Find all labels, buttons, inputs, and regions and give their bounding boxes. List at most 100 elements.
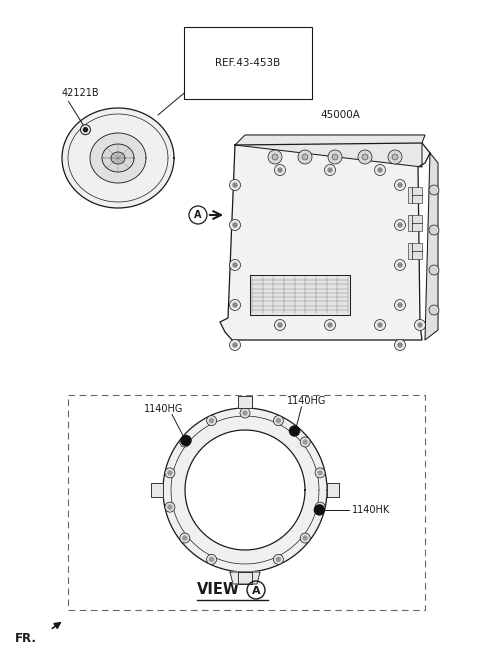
Text: A: A: [194, 211, 202, 220]
Polygon shape: [163, 408, 327, 572]
Circle shape: [395, 260, 406, 270]
Circle shape: [302, 154, 308, 160]
Circle shape: [332, 154, 338, 160]
Circle shape: [388, 150, 402, 164]
Text: 45000A: 45000A: [320, 110, 360, 120]
Text: 1140HK: 1140HK: [352, 505, 391, 515]
Bar: [408, 215, 422, 231]
Circle shape: [300, 533, 310, 543]
Circle shape: [165, 468, 175, 478]
Circle shape: [233, 183, 237, 187]
Circle shape: [168, 471, 172, 475]
Circle shape: [328, 150, 342, 164]
Circle shape: [278, 168, 282, 172]
Text: VIEW: VIEW: [197, 583, 240, 598]
Circle shape: [374, 165, 385, 176]
Circle shape: [358, 150, 372, 164]
Text: 42121B: 42121B: [62, 88, 100, 98]
Circle shape: [418, 323, 422, 327]
Circle shape: [362, 154, 368, 160]
Polygon shape: [238, 396, 252, 408]
Circle shape: [398, 223, 402, 227]
Circle shape: [398, 183, 402, 187]
Circle shape: [378, 168, 382, 172]
Circle shape: [398, 343, 402, 347]
Circle shape: [314, 505, 324, 515]
Polygon shape: [62, 108, 174, 208]
Circle shape: [298, 150, 312, 164]
Circle shape: [318, 505, 322, 509]
Circle shape: [168, 505, 172, 509]
Polygon shape: [90, 133, 146, 183]
Circle shape: [240, 408, 250, 418]
Polygon shape: [425, 153, 438, 340]
Circle shape: [318, 471, 322, 475]
Circle shape: [233, 263, 237, 267]
Circle shape: [243, 411, 247, 415]
Circle shape: [180, 533, 190, 543]
Text: 1140HG: 1140HG: [144, 403, 184, 413]
Circle shape: [395, 300, 406, 310]
Circle shape: [303, 440, 307, 444]
Circle shape: [324, 165, 336, 176]
Circle shape: [324, 319, 336, 331]
Circle shape: [398, 263, 402, 267]
Circle shape: [415, 319, 425, 331]
Circle shape: [274, 554, 283, 564]
Circle shape: [275, 165, 286, 176]
Polygon shape: [250, 275, 350, 315]
Circle shape: [395, 180, 406, 190]
Polygon shape: [235, 135, 425, 167]
Polygon shape: [238, 572, 252, 584]
Text: FR.: FR.: [15, 632, 37, 644]
Circle shape: [429, 225, 439, 235]
Circle shape: [300, 437, 310, 447]
Polygon shape: [185, 430, 305, 550]
Circle shape: [229, 180, 240, 190]
Circle shape: [374, 319, 385, 331]
Polygon shape: [220, 143, 430, 340]
Polygon shape: [230, 572, 260, 584]
Circle shape: [395, 340, 406, 350]
Circle shape: [274, 416, 283, 426]
Circle shape: [233, 303, 237, 307]
Circle shape: [276, 558, 280, 562]
Circle shape: [181, 436, 191, 445]
Circle shape: [183, 440, 187, 444]
Circle shape: [165, 502, 175, 512]
Circle shape: [229, 220, 240, 230]
Polygon shape: [102, 144, 134, 172]
Circle shape: [233, 343, 237, 347]
Circle shape: [398, 303, 402, 307]
Circle shape: [328, 168, 332, 172]
Polygon shape: [327, 483, 339, 497]
Circle shape: [183, 536, 187, 540]
Circle shape: [278, 323, 282, 327]
Bar: [408, 243, 422, 259]
Circle shape: [289, 426, 300, 436]
Circle shape: [210, 419, 214, 422]
Circle shape: [315, 468, 325, 478]
Circle shape: [328, 323, 332, 327]
Circle shape: [233, 223, 237, 227]
Circle shape: [206, 554, 216, 564]
Circle shape: [229, 340, 240, 350]
Circle shape: [303, 536, 307, 540]
Circle shape: [429, 305, 439, 315]
Circle shape: [229, 300, 240, 310]
Circle shape: [378, 323, 382, 327]
Circle shape: [315, 502, 325, 512]
Circle shape: [189, 206, 207, 224]
Circle shape: [392, 154, 398, 160]
Circle shape: [429, 185, 439, 195]
Text: REF.43-453B: REF.43-453B: [216, 58, 281, 68]
Text: A: A: [252, 586, 260, 596]
Circle shape: [81, 125, 90, 134]
Circle shape: [429, 265, 439, 275]
Circle shape: [276, 419, 280, 422]
Circle shape: [84, 128, 87, 132]
Polygon shape: [151, 483, 163, 497]
Circle shape: [210, 558, 214, 562]
Circle shape: [229, 260, 240, 270]
Circle shape: [272, 154, 278, 160]
